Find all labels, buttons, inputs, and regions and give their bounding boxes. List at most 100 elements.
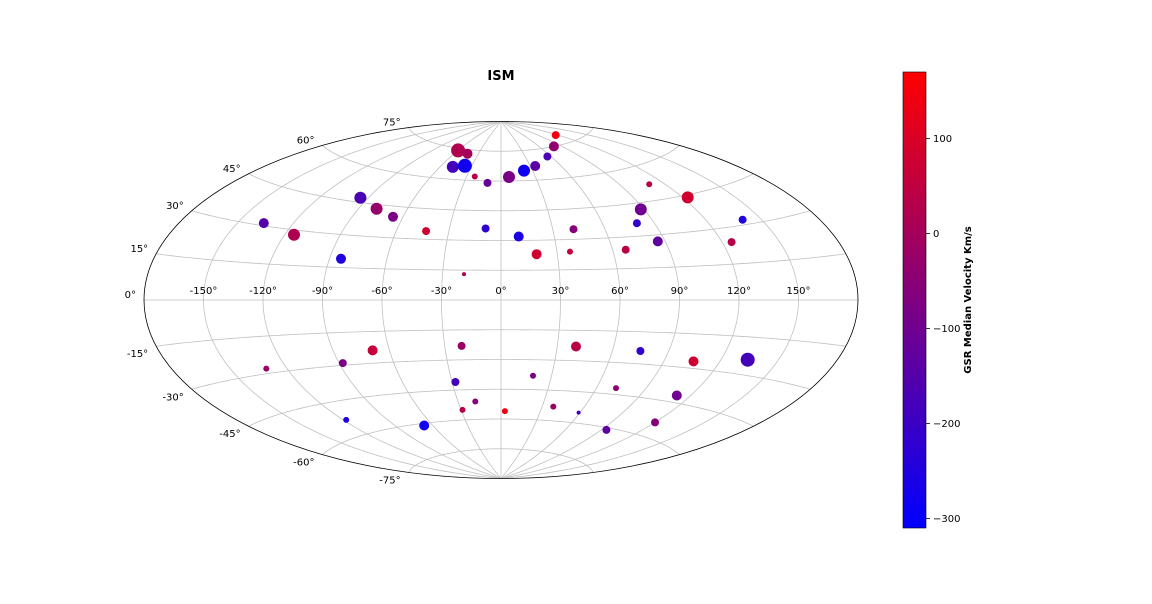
data-point [483,178,492,187]
lat-tick-label: -30° [162,392,183,403]
data-point [646,181,653,188]
data-point [671,390,682,401]
lon-tick-label: -120° [249,286,277,297]
colorbar: 100 0 −100 −200 −300 GSR Median Velocity Km/… [902,71,974,529]
data-point [471,173,478,180]
data-point [740,352,755,367]
lon-tick-label: 120° [727,286,751,297]
data-point [457,158,472,173]
data-point [530,372,536,379]
data-point [288,228,300,241]
data-point [481,224,490,233]
data-point [548,141,559,152]
data-point [370,202,383,215]
parallel-line [248,388,754,427]
data-point [636,347,645,355]
data-point [446,160,459,173]
data-point [336,253,346,264]
data-point [727,238,736,247]
lat-tick-label: -15° [127,349,148,360]
chart-title: ISM [487,69,514,84]
data-point [530,161,541,171]
data-point [576,410,581,415]
lon-tick-label: -60° [371,286,392,297]
lon-tick-label: 150° [786,286,810,297]
lat-tick-label: -75° [379,475,400,486]
lat-tick-label: 15° [130,244,148,255]
lon-tick-label: 90° [671,286,689,297]
data-point [462,272,466,277]
lon-tick-label: -150° [190,286,218,297]
colorbar-tick-label: 0 [933,229,939,240]
lat-tick-label: -60° [293,458,314,469]
data-point [354,191,367,204]
parallel-line [156,329,846,347]
latitude-tick-labels: -75° -60° -45° -30° -15° 0° 15° 30° 45° 60° 75° [125,118,401,487]
data-point [569,225,578,234]
lon-tick-label: 0° [495,286,506,297]
data-point [688,356,699,367]
data-point [632,219,641,228]
data-point [503,171,515,183]
colorbar-tick-label: −200 [933,419,960,430]
data-point [551,131,560,140]
data-point [501,408,508,415]
lat-tick-label: 0° [125,290,136,301]
data-point [738,215,747,224]
data-point [472,398,479,405]
colorbar-tick-label: −100 [933,324,960,335]
colorbar-tick-label: −300 [933,514,960,525]
data-point [419,420,430,431]
lat-tick-label: 30° [166,201,184,212]
data-point [571,341,581,352]
data-point [681,191,694,204]
lon-tick-label: -90° [312,286,333,297]
parallel-line [408,127,594,152]
data-point [567,248,573,255]
data-point [513,231,524,242]
data-point [338,359,347,368]
parallel-line [156,253,846,271]
lon-tick-label: 60° [611,286,629,297]
lon-tick-label: 30° [552,286,570,297]
map-boundary [143,121,859,479]
data-point [550,403,557,410]
parallel-line [191,210,811,241]
data-point [613,385,619,392]
data-point [518,164,530,177]
lat-tick-label: 45° [223,164,241,175]
parallel-line [408,448,594,473]
data-point [652,236,663,247]
data-point [531,249,542,260]
data-point [451,143,466,158]
parallel-line [191,359,811,390]
colorbar-label: GSR Median Velocity Km/s [963,226,974,373]
parallel-line [322,145,680,182]
data-point [459,406,466,413]
parallel-line [248,173,754,212]
data-point [602,425,611,434]
colorbar-gradient [902,71,927,529]
lat-tick-label: 75° [383,118,401,129]
data-point [343,416,350,423]
data-point [263,365,270,372]
data-point [634,203,647,216]
graticule [144,121,858,479]
scatter-points [258,131,755,434]
data-point [651,418,659,427]
data-point [388,211,398,222]
data-point [621,245,630,254]
data-point [367,345,378,356]
aitoff-map: -150° -120° -90° -60° -30° 0° 30° 60° 90° 120° 150… [125,118,859,487]
data-point [457,341,466,350]
data-point [462,148,473,159]
lat-tick-label: -45° [219,429,240,440]
data-point [258,218,269,229]
data-point [422,227,431,236]
parallel-line [322,418,680,455]
lat-tick-label: 60° [297,135,315,146]
data-point [543,152,552,161]
lon-tick-label: -30° [431,286,452,297]
data-point [451,378,460,386]
